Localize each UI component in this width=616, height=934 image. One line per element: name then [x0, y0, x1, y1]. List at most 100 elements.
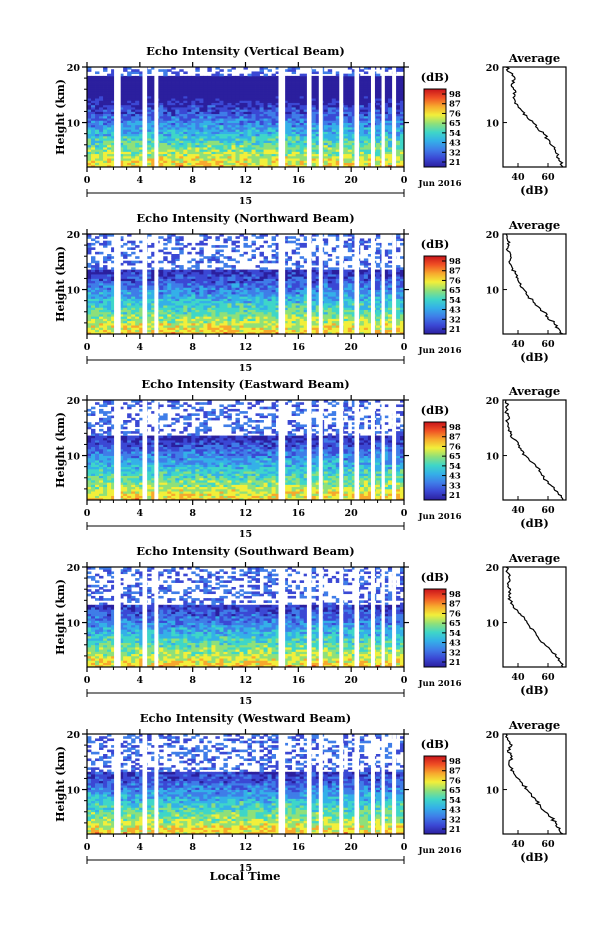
- colorbar-tick-label: 65: [449, 619, 461, 629]
- data-gap: [354, 234, 359, 334]
- average-title: Average: [508, 218, 560, 232]
- colorbar-tick-label: 21: [449, 491, 461, 501]
- data-gap: [307, 234, 312, 334]
- heatmap: [87, 67, 404, 167]
- colorbar-unit: (dB): [421, 403, 450, 417]
- average-title: Average: [508, 384, 560, 398]
- y-tick-label: 20: [67, 563, 81, 574]
- colorbar-unit: (dB): [421, 237, 450, 251]
- average-y-tick-label: 20: [486, 63, 500, 74]
- data-gap: [339, 400, 343, 500]
- average-x-tick-label: 40: [511, 339, 525, 350]
- x-tick-label: 16: [292, 842, 306, 853]
- colorbar-tick-label: 98: [449, 590, 461, 600]
- colorbar-unit: (dB): [421, 570, 450, 584]
- data-gap: [114, 400, 121, 500]
- data-gap: [354, 67, 359, 167]
- date-label: 15: [239, 529, 252, 540]
- y-axis-label: Height (km): [54, 246, 67, 322]
- average-y-tick-label: 20: [486, 730, 500, 741]
- x-tick-label: 4: [137, 175, 144, 186]
- colorbar-tick-label: 43: [449, 139, 461, 149]
- average-title: Average: [508, 51, 560, 65]
- y-axis-label: Height (km): [54, 746, 67, 822]
- average-frame: [503, 400, 566, 500]
- colorbar-tick-label: 43: [449, 472, 461, 482]
- data-gap: [339, 67, 343, 167]
- colorbar-tick-label: 33: [449, 481, 461, 491]
- colorbar-tick-label: 54: [449, 296, 461, 306]
- x-tick-label: 8: [189, 175, 196, 186]
- colorbar-tick-label: 98: [449, 757, 461, 767]
- x-tick-label: 8: [189, 842, 196, 853]
- average-x-label: (dB): [520, 350, 549, 364]
- x-tick-label: 12: [239, 675, 252, 686]
- x-tick-label: 16: [292, 175, 306, 186]
- colorbar-tick-label: 98: [449, 90, 461, 100]
- panel-title: Echo Intensity (Eastward Beam): [141, 377, 349, 391]
- colorbar-tick-label: 32: [449, 148, 461, 158]
- heatmap: [87, 400, 404, 500]
- panel-title: Echo Intensity (Westward Beam): [140, 711, 351, 725]
- data-gap: [307, 567, 312, 667]
- data-gap: [307, 734, 312, 834]
- y-tick-label: 10: [67, 786, 81, 797]
- colorbar-tick-label: 32: [449, 815, 461, 825]
- data-gap: [339, 734, 343, 834]
- month-label: Jun 2016: [418, 512, 462, 522]
- average-frame: [503, 234, 566, 334]
- colorbar-tick-label: 98: [449, 257, 461, 267]
- data-gap: [354, 400, 359, 500]
- y-tick-label: 20: [67, 730, 81, 741]
- data-gap: [392, 67, 396, 167]
- colorbar-tick-label: 87: [449, 433, 461, 443]
- colorbar-tick-label: 65: [449, 452, 461, 462]
- colorbar-tick-label: 54: [449, 796, 461, 806]
- data-gap: [154, 734, 158, 834]
- data-gap: [392, 567, 396, 667]
- data-gap: [319, 400, 323, 500]
- average-x-tick-label: 40: [511, 172, 525, 183]
- colorbar: [424, 756, 446, 834]
- average-x-tick-label: 40: [511, 672, 525, 683]
- data-gap: [371, 234, 375, 334]
- y-axis-label: Height (km): [54, 579, 67, 655]
- x-tick-label: 8: [189, 508, 196, 519]
- x-tick-label: 16: [292, 342, 306, 353]
- y-tick-label: 20: [67, 396, 81, 407]
- data-gap: [142, 67, 147, 167]
- month-label: Jun 2016: [418, 346, 462, 356]
- average-y-tick-label: 20: [486, 230, 500, 241]
- average-y-tick-label: 10: [486, 786, 500, 797]
- colorbar-tick-label: 87: [449, 267, 461, 277]
- y-tick-label: 20: [67, 63, 81, 74]
- average-profile-line: [505, 400, 563, 500]
- x-tick-label: 0: [84, 675, 91, 686]
- data-gap: [154, 234, 158, 334]
- data-gap: [307, 400, 312, 500]
- x-tick-label: 4: [137, 675, 144, 686]
- x-tick-label: 20: [345, 342, 359, 353]
- average-frame: [503, 734, 566, 834]
- data-gap: [382, 67, 385, 167]
- average-frame: [503, 567, 566, 667]
- average-profile-line: [506, 734, 563, 834]
- data-gap: [142, 234, 147, 334]
- panel-title: Echo Intensity (Southward Beam): [136, 544, 354, 558]
- x-tick-label: 12: [239, 508, 252, 519]
- data-gap: [142, 567, 147, 667]
- data-gap: [142, 400, 147, 500]
- data-gap: [154, 400, 158, 500]
- data-gap: [382, 734, 385, 834]
- date-label: 15: [239, 196, 252, 207]
- colorbar-unit: (dB): [421, 70, 450, 84]
- colorbar: [424, 256, 446, 334]
- average-x-label: (dB): [520, 683, 549, 697]
- colorbar-tick-label: 32: [449, 315, 461, 325]
- colorbar-tick-label: 87: [449, 767, 461, 777]
